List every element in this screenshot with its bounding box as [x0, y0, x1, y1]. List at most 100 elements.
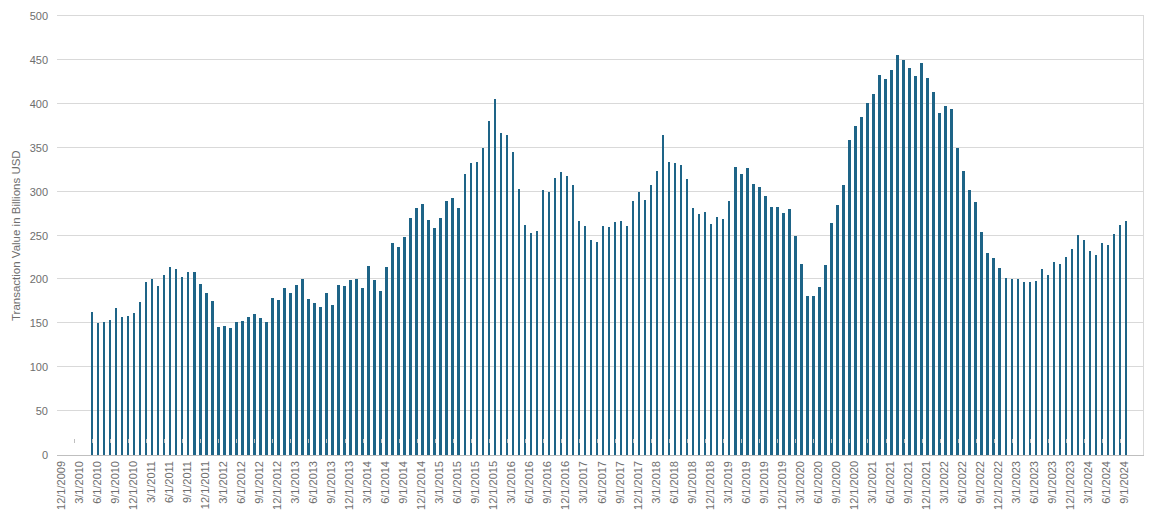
- x-axis-tickmark: [1084, 439, 1085, 443]
- x-axis-tick-label: 9/1/2012: [254, 461, 265, 504]
- bar: [650, 185, 653, 455]
- bar: [427, 220, 430, 455]
- x-axis-tick-label: 9/1/2014: [398, 461, 409, 504]
- bar: [524, 225, 527, 455]
- x-axis-tick-label: 3/1/2014: [362, 461, 373, 504]
- x-axis-tick-label: 6/1/2024: [1101, 461, 1112, 504]
- x-axis-tick-label: 9/1/2016: [542, 461, 553, 504]
- bar: [403, 237, 406, 455]
- x-axis-tickmark: [723, 439, 724, 443]
- x-axis-tickmark: [651, 439, 652, 443]
- bar: [662, 135, 665, 455]
- bar: [235, 322, 238, 455]
- bar: [638, 192, 641, 455]
- x-axis-tick-label: 3/1/2019: [723, 461, 734, 504]
- bar: [614, 222, 617, 455]
- bar: [415, 208, 418, 455]
- bar: [854, 126, 857, 455]
- bar: [782, 213, 785, 455]
- x-axis-tickmark: [741, 439, 742, 443]
- x-axis-tickmark: [849, 439, 850, 443]
- y-axis-tick-label: 200: [30, 274, 48, 285]
- bar: [1077, 235, 1080, 455]
- x-axis-tick-label: 3/1/2024: [1083, 461, 1094, 504]
- bar: [578, 221, 581, 455]
- bar: [878, 75, 881, 455]
- bar: [488, 121, 491, 455]
- bar: [1005, 278, 1008, 455]
- bar: [752, 184, 755, 455]
- x-axis-tickmark: [399, 439, 400, 443]
- bar: [602, 226, 605, 455]
- plot-right-border: [1143, 16, 1144, 455]
- bar: [716, 217, 719, 455]
- bar: [385, 267, 388, 455]
- x-axis-tick-label: 9/1/2021: [903, 461, 914, 504]
- bar: [277, 300, 280, 455]
- bar: [980, 232, 983, 455]
- bar: [133, 313, 136, 455]
- x-axis-tick-label: 6/1/2020: [813, 461, 824, 504]
- x-axis-tick-label: 12/1/2009: [56, 461, 67, 510]
- y-axis-tick-label: 250: [30, 230, 48, 241]
- y-axis-tick-label: 450: [30, 54, 48, 65]
- bar: [157, 286, 160, 455]
- bar: [397, 247, 400, 455]
- bar: [1041, 269, 1044, 455]
- bar: [584, 226, 587, 455]
- bar: [902, 60, 905, 455]
- bar: [932, 92, 935, 455]
- bar: [145, 282, 148, 455]
- bar: [908, 68, 911, 455]
- x-axis-tick-label: 6/1/2023: [1029, 461, 1040, 504]
- x-axis-tickmark: [182, 439, 183, 443]
- bar: [686, 179, 689, 455]
- x-axis-tick-label: 9/1/2017: [615, 461, 626, 504]
- x-axis-tickmark: [1048, 439, 1049, 443]
- bar: [740, 174, 743, 455]
- bar: [1119, 225, 1122, 455]
- x-axis-tick-label: 12/1/2022: [993, 461, 1004, 510]
- x-axis-tickmark: [705, 439, 706, 443]
- bar: [680, 165, 683, 455]
- x-axis-tick-label: 12/1/2017: [633, 461, 644, 510]
- gridline: [57, 191, 1144, 192]
- x-axis-tickmark: [759, 439, 760, 443]
- bar: [950, 109, 953, 455]
- bar: [1011, 279, 1014, 455]
- bar: [728, 201, 731, 455]
- x-axis-tickmark: [525, 439, 526, 443]
- bar: [409, 218, 412, 455]
- x-axis-tick-label: 3/1/2018: [651, 461, 662, 504]
- bar: [205, 293, 208, 455]
- bar: [163, 275, 166, 455]
- bar: [998, 268, 1001, 455]
- bar: [794, 236, 797, 456]
- x-axis-tick-label: 6/1/2011: [164, 461, 175, 503]
- bar: [229, 328, 232, 455]
- bar: [1095, 255, 1098, 455]
- x-axis-tick-label: 6/1/2016: [524, 461, 535, 504]
- y-axis-tick-labels: 050100150200250300350400450500: [0, 16, 48, 455]
- bar: [295, 285, 298, 455]
- bar: [331, 305, 334, 455]
- x-axis-tick-label: 6/1/2015: [452, 461, 463, 504]
- bar: [476, 162, 479, 455]
- x-axis-tick-label: 6/1/2019: [741, 461, 752, 504]
- x-axis-tick-label: 12/1/2018: [705, 461, 716, 510]
- x-axis-tickmark: [922, 439, 923, 443]
- bar: [217, 327, 220, 455]
- bar: [824, 265, 827, 455]
- x-axis-tick-label: 6/1/2018: [669, 461, 680, 504]
- x-axis-tick-label: 6/1/2014: [380, 461, 391, 504]
- bar: [1017, 279, 1020, 455]
- y-axis-tick-label: 500: [30, 11, 48, 22]
- x-axis-tickmark: [831, 439, 832, 443]
- bar: [872, 94, 875, 455]
- y-axis-tick-label: 400: [30, 98, 48, 109]
- x-axis-tickmark: [886, 439, 887, 443]
- bar: [241, 321, 244, 455]
- gridline: [57, 59, 1144, 60]
- gridline: [57, 147, 1144, 148]
- x-axis-tickmark: [940, 439, 941, 443]
